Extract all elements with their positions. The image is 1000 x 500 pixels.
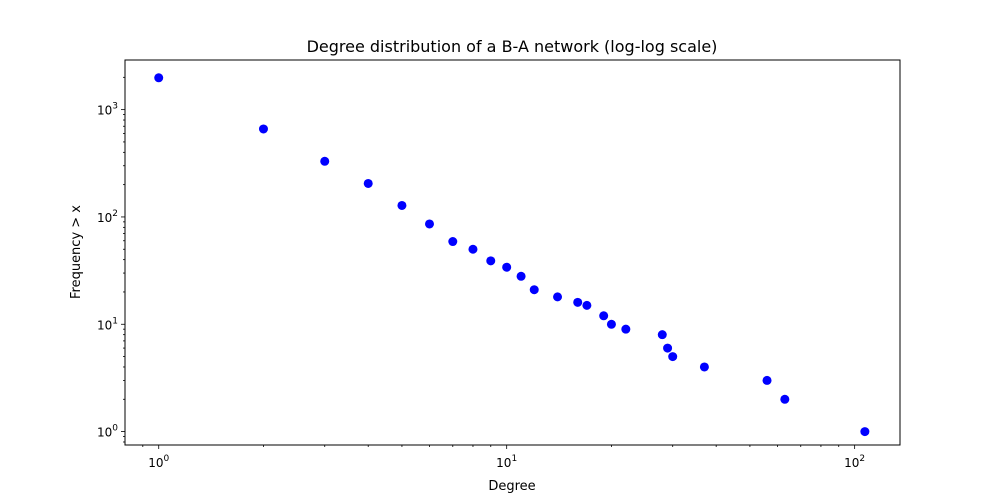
chart-title: Degree distribution of a B-A network (lo… [307, 37, 718, 56]
data-point [258, 124, 268, 134]
y-tick-label: 102 [97, 209, 118, 225]
data-point [553, 292, 563, 302]
data-point [502, 262, 512, 272]
data-point [606, 319, 616, 329]
data-point [668, 352, 678, 362]
data-point [320, 156, 330, 166]
plot-frame [124, 59, 901, 446]
data-point [448, 237, 458, 247]
x-axis-label: Degree [488, 479, 535, 494]
data-point [516, 271, 526, 281]
data-point [397, 200, 407, 210]
data-point [657, 330, 667, 340]
data-point [529, 285, 539, 295]
plot-layer: 100 101 102 100 101 102 103 [97, 73, 870, 470]
y-tick-label: 100 [97, 424, 118, 440]
data-point [424, 219, 434, 229]
data-point [860, 427, 870, 437]
data-point [699, 362, 709, 372]
x-tick-label: 102 [844, 454, 865, 470]
data-point [663, 343, 673, 353]
y-axis-label: Frequency > x [69, 205, 84, 299]
data-point [599, 311, 609, 321]
data-point [582, 300, 592, 310]
data-point [573, 297, 583, 307]
data-point [621, 324, 631, 334]
data-point [762, 375, 772, 385]
data-point [363, 178, 373, 188]
data-point [486, 256, 496, 266]
x-tick-label: 101 [496, 454, 517, 470]
y-tick-label: 103 [97, 102, 118, 118]
data-point [154, 73, 164, 83]
y-tick-label: 101 [97, 316, 118, 332]
x-tick-label: 100 [148, 454, 169, 470]
data-point [780, 394, 790, 404]
data-point [468, 244, 478, 254]
